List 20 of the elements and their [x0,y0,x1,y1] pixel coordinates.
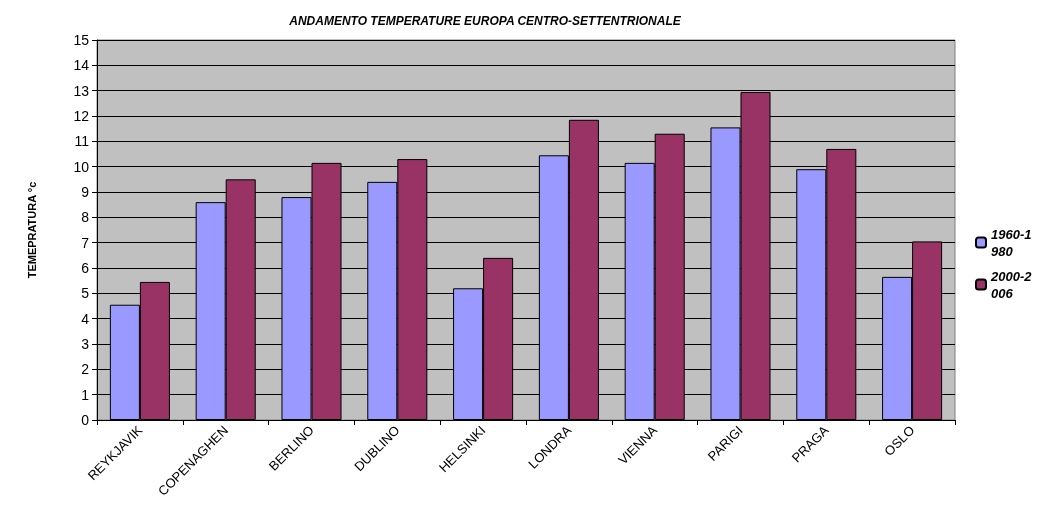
y-axis-title: TEMEPRATURA °c [25,181,38,279]
y-tick-label: 8 [81,209,90,226]
y-tick-label: 11 [74,133,90,150]
y-tick-label: 7 [81,234,90,251]
y-tick-label: 9 [81,184,90,200]
y-tick-label: 10 [73,158,90,175]
y-tick-label: 3 [81,336,90,352]
y-tick-label: 12 [73,108,90,124]
y-tick-label: 13 [73,82,90,99]
y-tick-label: 2 [81,361,90,378]
chart-title: ANDAMENTO TEMPERATURE EUROPA CENTRO-SETTENTRIONALE [288,14,682,28]
legend-label: 2000-2006 [990,268,1033,301]
y-tick-label: 0 [81,412,90,428]
y-tick-label: 4 [81,310,90,327]
legend-label: 1960-1980 [991,226,1032,259]
y-tick-label: 5 [81,285,90,302]
y-tick-label: 6 [81,260,90,276]
y-tick-label: 15 [73,32,90,48]
y-tick-label: 1 [81,386,90,403]
y-tick-label: 14 [73,57,90,74]
